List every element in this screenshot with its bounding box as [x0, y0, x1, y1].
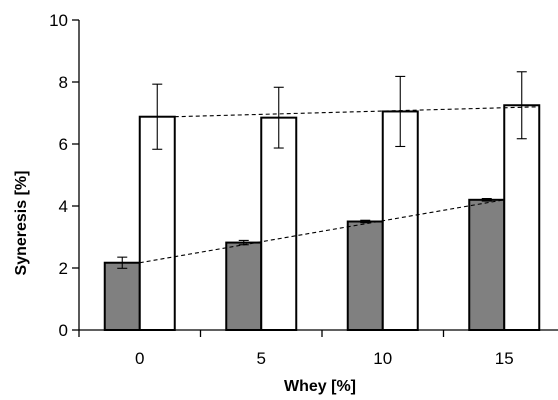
trend-line: [139, 199, 505, 264]
x-tick-label: 15: [495, 349, 514, 368]
y-tick-label: 10: [49, 11, 68, 30]
x-axis-label: Whey [%]: [284, 378, 356, 395]
bar: [346, 220, 384, 331]
y-tick-label: 6: [59, 135, 68, 154]
trend-lines-group: [139, 106, 540, 264]
y-tick-label: 4: [59, 197, 68, 216]
x-ticks-group: 0 5 10 15: [135, 330, 514, 368]
bar: [260, 116, 298, 332]
y-tick-label: 0: [59, 321, 68, 340]
error-bars-group: [117, 71, 527, 269]
x-tick-label: 10: [373, 349, 392, 368]
x-tick-label: 5: [257, 349, 266, 368]
y-tick-label: 8: [59, 73, 68, 92]
bar: [225, 241, 263, 331]
bars-group: [103, 104, 541, 332]
bar: [138, 115, 176, 331]
bar: [103, 261, 141, 332]
x-tick-label: 0: [135, 349, 144, 368]
y-tick-label: 2: [59, 259, 68, 278]
bar: [468, 198, 506, 331]
trend-line: [174, 106, 540, 118]
bar: [381, 110, 419, 331]
y-axis-label: Syneresis [%]: [13, 171, 30, 276]
axes-group: [78, 20, 558, 337]
y-ticks-group: 0 2 4 6 8 10: [49, 11, 79, 340]
